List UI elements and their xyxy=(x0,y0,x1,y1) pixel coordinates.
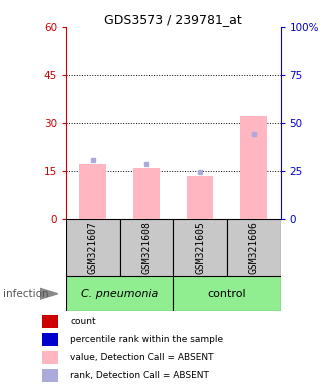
Text: GSM321608: GSM321608 xyxy=(142,221,151,274)
Bar xyxy=(240,116,267,219)
Bar xyxy=(227,219,280,276)
Text: GSM321606: GSM321606 xyxy=(249,221,259,274)
Bar xyxy=(173,276,280,311)
Text: GSM321607: GSM321607 xyxy=(88,221,98,274)
Bar xyxy=(66,276,173,311)
Text: control: control xyxy=(208,289,246,299)
Bar xyxy=(133,168,160,219)
Text: percentile rank within the sample: percentile rank within the sample xyxy=(70,335,223,344)
Text: value, Detection Call = ABSENT: value, Detection Call = ABSENT xyxy=(70,353,214,362)
Bar xyxy=(119,219,173,276)
Bar xyxy=(42,315,58,328)
Bar xyxy=(42,369,58,382)
Title: GDS3573 / 239781_at: GDS3573 / 239781_at xyxy=(104,13,242,26)
Bar xyxy=(187,176,214,219)
Bar xyxy=(173,219,227,276)
Bar xyxy=(80,164,106,219)
Text: C. pneumonia: C. pneumonia xyxy=(81,289,158,299)
Polygon shape xyxy=(40,288,58,299)
Text: infection: infection xyxy=(3,289,49,299)
Text: rank, Detection Call = ABSENT: rank, Detection Call = ABSENT xyxy=(70,371,209,380)
Bar xyxy=(42,333,58,346)
Bar xyxy=(66,219,120,276)
Bar xyxy=(42,351,58,364)
Text: count: count xyxy=(70,317,96,326)
Text: GSM321605: GSM321605 xyxy=(195,221,205,274)
